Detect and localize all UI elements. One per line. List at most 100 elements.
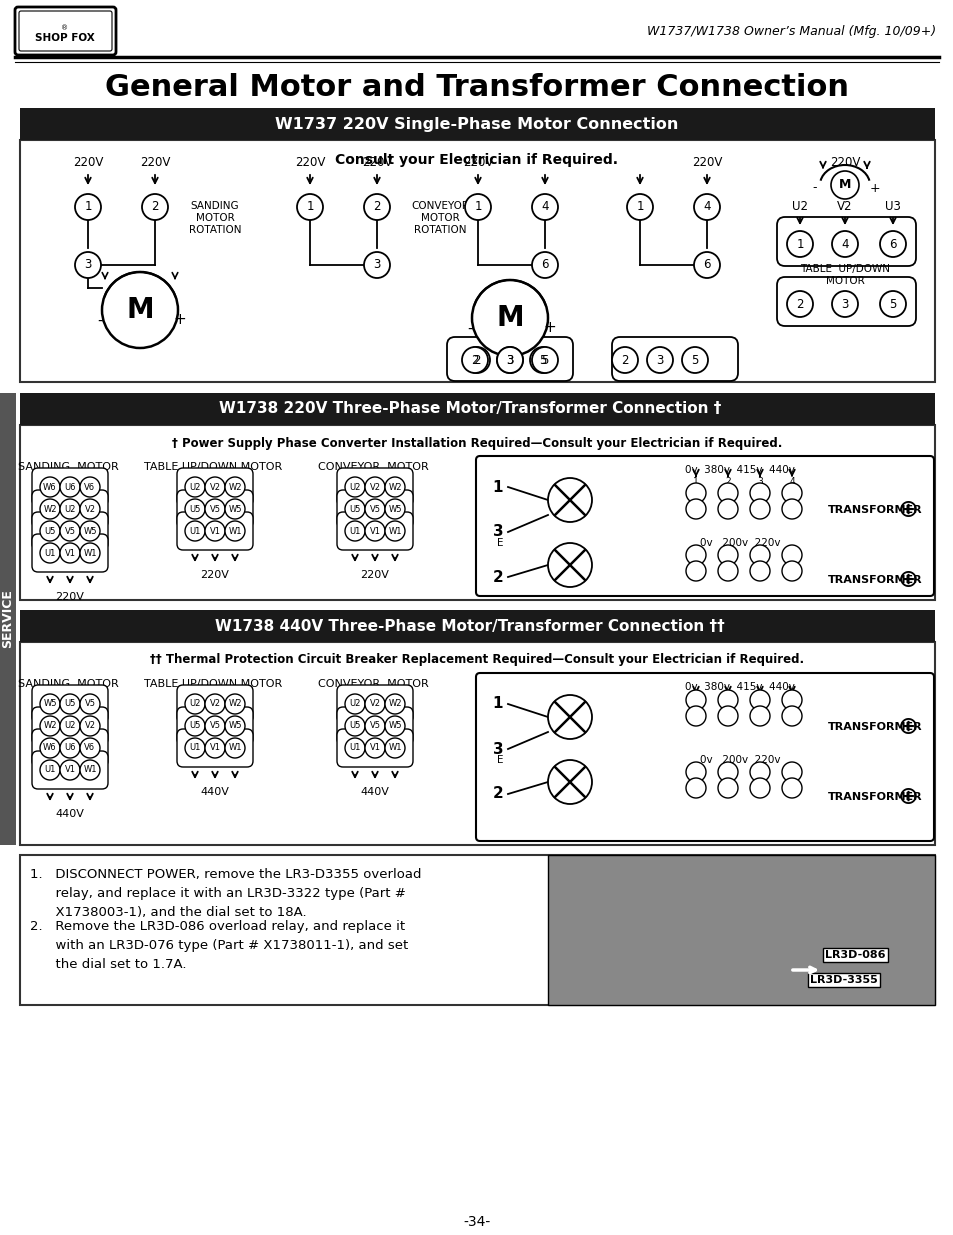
Text: TRANSFORMER: TRANSFORMER [827,792,922,802]
Circle shape [185,694,205,714]
Text: 6: 6 [540,258,548,272]
FancyBboxPatch shape [776,217,915,266]
Text: † Power Supply Phase Converter Installation Required—Consult your Electrician if: † Power Supply Phase Converter Installat… [172,436,781,450]
Circle shape [626,194,652,220]
Text: W2: W2 [43,505,56,514]
Circle shape [685,762,705,782]
Circle shape [685,483,705,503]
Text: 220V: 220V [829,157,860,169]
Circle shape [365,694,385,714]
Text: 220V: 220V [361,157,392,169]
Text: U5: U5 [349,721,360,730]
Circle shape [185,716,205,736]
Text: W2: W2 [388,699,401,709]
FancyBboxPatch shape [32,534,108,572]
Circle shape [749,483,769,503]
FancyBboxPatch shape [336,490,413,529]
Text: 3: 3 [492,741,503,757]
FancyBboxPatch shape [177,513,253,550]
Text: U1: U1 [189,526,200,536]
Bar [20,425,934,600]
Text: U5: U5 [189,721,200,730]
Circle shape [225,739,245,758]
Circle shape [185,477,205,496]
Circle shape [463,347,490,373]
Circle shape [365,739,385,758]
Circle shape [80,760,100,781]
FancyBboxPatch shape [32,751,108,789]
FancyBboxPatch shape [32,490,108,529]
Text: V1: V1 [65,766,75,774]
Circle shape [60,760,80,781]
Text: TABLE UP/DOWN MOTOR: TABLE UP/DOWN MOTOR [144,462,282,472]
Circle shape [40,521,60,541]
Circle shape [685,778,705,798]
FancyBboxPatch shape [612,337,738,382]
Text: V2: V2 [369,699,380,709]
Text: U3: U3 [884,200,900,214]
FancyBboxPatch shape [336,706,413,745]
Circle shape [60,739,80,758]
Circle shape [40,739,60,758]
Text: U1: U1 [349,743,360,752]
Text: SANDING  MOTOR: SANDING MOTOR [17,679,118,689]
Circle shape [781,778,801,798]
Text: TABLE UP/DOWN MOTOR: TABLE UP/DOWN MOTOR [144,679,282,689]
Circle shape [497,347,522,373]
Circle shape [718,778,738,798]
Text: U1: U1 [189,743,200,752]
Circle shape [185,739,205,758]
Text: 3: 3 [841,298,848,310]
Circle shape [40,499,60,519]
Circle shape [464,194,491,220]
Circle shape [781,545,801,564]
Circle shape [718,690,738,710]
Circle shape [205,694,225,714]
Text: U6: U6 [64,743,75,752]
Text: 2: 2 [796,298,803,310]
Text: W5: W5 [388,505,401,514]
Circle shape [364,194,390,220]
Text: 6: 6 [702,258,710,272]
Text: 5: 5 [538,353,546,367]
FancyBboxPatch shape [32,513,108,550]
Text: TRANSFORMER: TRANSFORMER [827,505,922,515]
Text: V6: V6 [85,483,95,492]
Text: V5: V5 [210,721,220,730]
Circle shape [80,521,100,541]
Circle shape [532,347,558,373]
Circle shape [80,694,100,714]
Text: U2: U2 [791,200,807,214]
Circle shape [781,499,801,519]
Text: W1738 220V Three-Phase Motor/Transformer Connection †: W1738 220V Three-Phase Motor/Transformer… [218,401,720,416]
Circle shape [80,716,100,736]
Text: V2: V2 [837,200,852,214]
FancyBboxPatch shape [476,673,933,841]
Bar [20,855,934,1005]
Circle shape [497,347,522,373]
Text: TRANSFORMER: TRANSFORMER [827,722,922,732]
FancyBboxPatch shape [32,468,108,506]
Circle shape [40,716,60,736]
Text: TABLE  UP/DOWN
MOTOR: TABLE UP/DOWN MOTOR [800,264,889,285]
Text: 440V: 440V [360,787,389,797]
Text: 4: 4 [841,237,848,251]
Text: W1737/W1738 Owner’s Manual (Mfg. 10/09+): W1737/W1738 Owner’s Manual (Mfg. 10/09+) [646,26,935,38]
Text: W1: W1 [83,548,96,557]
Text: 1: 1 [796,237,803,251]
Text: W5: W5 [83,526,96,536]
Text: U1: U1 [44,548,55,557]
Text: V1: V1 [210,743,220,752]
Text: ⊕: ⊕ [897,785,918,809]
Circle shape [781,762,801,782]
Text: SANDING
MOTOR
ROTATION: SANDING MOTOR ROTATION [189,201,241,235]
Text: V2: V2 [210,483,220,492]
Text: V5: V5 [210,505,220,514]
Text: 1: 1 [474,200,481,214]
Text: 1: 1 [306,200,314,214]
Text: W1: W1 [228,526,241,536]
Text: 220V: 220V [294,157,325,169]
Text: 3: 3 [373,258,380,272]
Bar [20,393,934,425]
Text: W2: W2 [43,721,56,730]
